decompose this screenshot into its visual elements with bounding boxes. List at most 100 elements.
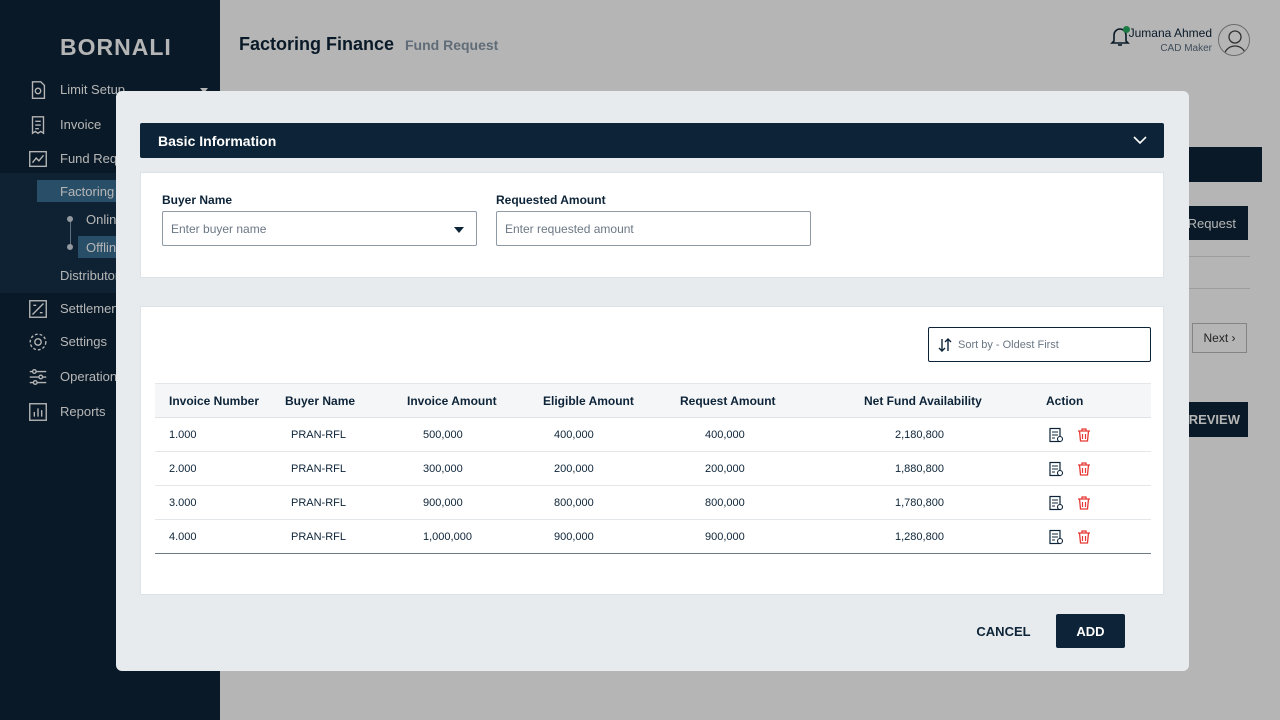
requested-amount-label: Requested Amount (496, 193, 606, 207)
cell-net-fund-availability: 2,180,800 (895, 429, 944, 441)
sidebar-item-online[interactable]: Online (0, 202, 220, 236)
cell-request-amount: 800,000 (705, 497, 745, 509)
chevron-down-icon (200, 88, 208, 93)
bell-icon[interactable] (1108, 24, 1132, 48)
buyer-name-placeholder: Enter buyer name (171, 221, 267, 236)
invoice-icon (31, 116, 45, 135)
add-button[interactable]: ADD (1056, 614, 1125, 648)
new-request-label: Request (1187, 215, 1236, 231)
dropdown-arrow-icon (454, 227, 464, 233)
requested-amount-input[interactable]: Enter requested amount (496, 211, 811, 246)
table-row: 4.000 PRAN-RFL 1,000,000 900,000 900,000… (155, 520, 1151, 554)
basic-information-header[interactable]: Basic Information (140, 123, 1164, 158)
user-avatar-icon (1223, 30, 1247, 55)
col-action: Action (1046, 394, 1084, 408)
delete-icon[interactable] (1076, 529, 1092, 545)
sidebar-item-fund-request[interactable]: Fund Requ (0, 141, 220, 175)
sidebar-item-invoice[interactable]: Invoice (0, 107, 220, 141)
brand-logo: BORNALI (60, 34, 172, 60)
cancel-button[interactable]: CANCEL (965, 614, 1042, 648)
sort-dropdown[interactable]: Sort by - Oldest First (928, 327, 1151, 362)
col-request-amount: Request Amount (680, 394, 776, 408)
sidebar-item-settings[interactable]: Settings (0, 324, 220, 358)
top-header: Factoring Finance Fund Request Jumana Ah… (220, 0, 1280, 80)
sidebar-item-label: Reports (60, 403, 106, 419)
sidebar-item-label: Settings (60, 333, 107, 349)
view-details-icon[interactable] (1048, 495, 1064, 511)
tree-dot (67, 216, 73, 222)
delete-icon[interactable] (1076, 427, 1092, 443)
sidebar-item-factoring[interactable]: Factoring F (0, 174, 220, 208)
invoice-table-card: Sort by - Oldest First Invoice Number Bu… (140, 306, 1164, 595)
cell-buyer-name: PRAN-RFL (291, 497, 347, 509)
sidebar-item-label: Factoring F (60, 183, 126, 199)
cell-net-fund-availability: 1,280,800 (895, 531, 944, 543)
sidebar-item-label: Distributor (60, 267, 120, 283)
sliders-icon (29, 368, 47, 386)
table-row: 3.000 PRAN-RFL 900,000 800,000 800,000 1… (155, 486, 1151, 520)
notification-dot (1123, 26, 1130, 33)
sidebar-item-distributor[interactable]: Distributor (0, 258, 220, 292)
table-row: 1.000 PRAN-RFL 500,000 400,000 400,000 2… (155, 418, 1151, 452)
avatar[interactable] (1218, 24, 1250, 56)
basic-info-form: Buyer Name Enter buyer name Requested Am… (140, 172, 1164, 278)
chevron-right-icon: › (1231, 331, 1236, 345)
sidebar-item-operation[interactable]: Operation (0, 359, 220, 393)
view-details-icon[interactable] (1048, 529, 1064, 545)
limit-setup-icon (31, 81, 46, 99)
cell-invoice-number: 4.000 (169, 531, 197, 543)
sidebar-item-label: Offline (86, 239, 124, 255)
cell-invoice-number: 3.000 (169, 497, 197, 509)
cell-request-amount: 900,000 (705, 531, 745, 543)
view-details-icon[interactable] (1048, 427, 1064, 443)
table-row: 2.000 PRAN-RFL 300,000 200,000 200,000 1… (155, 452, 1151, 486)
delete-icon[interactable] (1076, 495, 1092, 511)
submenu-tree-line (70, 218, 71, 248)
cell-net-fund-availability: 1,880,800 (895, 463, 944, 475)
tree-dot (67, 244, 73, 250)
fund-request-icon (29, 150, 47, 168)
user-name: Jumana Ahmed (1128, 26, 1212, 40)
sidebar-item-reports[interactable]: Reports (0, 394, 220, 428)
table-header: Invoice Number Buyer Name Invoice Amount… (155, 383, 1151, 418)
cell-eligible-amount: 900,000 (554, 531, 594, 543)
next-label: Next (1203, 331, 1229, 345)
sidebar-item-label: Fund Requ (60, 150, 125, 166)
cell-request-amount: 200,000 (705, 463, 745, 475)
view-details-icon[interactable] (1048, 461, 1064, 477)
cell-buyer-name: PRAN-RFL (291, 429, 347, 441)
cell-eligible-amount: 400,000 (554, 429, 594, 441)
sidebar-item-limit-setup[interactable]: Limit Setup (0, 72, 220, 106)
section-title: Basic Information (158, 133, 277, 149)
cell-buyer-name: PRAN-RFL (291, 531, 347, 543)
page-subtitle: Fund Request (405, 37, 499, 53)
delete-icon[interactable] (1076, 461, 1092, 477)
cell-request-amount: 400,000 (705, 429, 745, 441)
cell-net-fund-availability: 1,780,800 (895, 497, 944, 509)
col-buyer-name: Buyer Name (285, 394, 356, 408)
cell-buyer-name: PRAN-RFL (291, 463, 347, 475)
requested-amount-placeholder: Enter requested amount (505, 221, 634, 236)
sidebar-item-settlement[interactable]: Settlement (0, 291, 220, 325)
page-title: Factoring Finance (239, 34, 395, 54)
fund-request-modal: Basic Information Buyer Name Enter buyer… (116, 91, 1189, 671)
col-invoice-amount: Invoice Amount (407, 394, 497, 408)
divider (1180, 288, 1250, 289)
next-button[interactable]: Next › (1192, 323, 1247, 353)
sidebar-item-label: Settlement (60, 300, 123, 316)
chevron-down-icon (1133, 136, 1147, 145)
cell-invoice-number: 2.000 (169, 463, 197, 475)
cell-invoice-amount: 500,000 (423, 429, 463, 441)
gear-icon (29, 333, 47, 351)
buyer-name-select[interactable]: Enter buyer name (162, 211, 477, 246)
cell-invoice-amount: 1,000,000 (423, 531, 472, 543)
cell-invoice-amount: 900,000 (423, 497, 463, 509)
sidebar-item-label: Online (86, 211, 124, 227)
sidebar-item-label: Limit Setup (60, 81, 126, 97)
sidebar-item-label: Invoice (60, 116, 102, 132)
sidebar-item-offline[interactable]: Offline (0, 230, 220, 264)
cell-eligible-amount: 200,000 (554, 463, 594, 475)
col-eligible-amount: Eligible Amount (543, 394, 634, 408)
invoice-table: Invoice Number Buyer Name Invoice Amount… (155, 383, 1151, 554)
settlement-icon (29, 300, 47, 318)
